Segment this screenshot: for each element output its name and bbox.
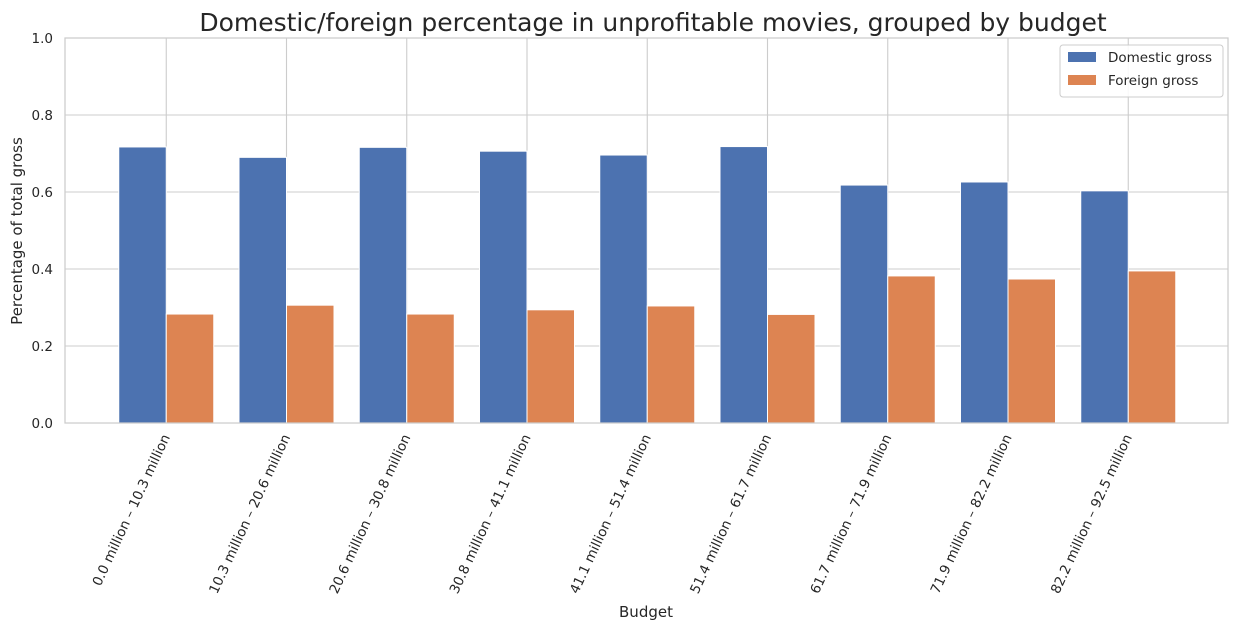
bar-foreign bbox=[526, 309, 575, 424]
bar-foreign bbox=[887, 275, 936, 424]
bar-foreign bbox=[646, 305, 696, 424]
bars bbox=[118, 146, 1177, 424]
bar-domestic bbox=[118, 146, 167, 424]
bar-domestic bbox=[960, 181, 1009, 424]
x-axis-label: Budget bbox=[619, 603, 673, 621]
legend-frame bbox=[1059, 44, 1224, 98]
x-tick-label: 61.7 million – 71.9 million bbox=[807, 432, 895, 596]
bar-domestic bbox=[238, 156, 287, 424]
plot-frame bbox=[64, 37, 1229, 424]
x-tick-label: 51.4 million – 61.7 million bbox=[687, 432, 775, 596]
legend-swatch-domestic bbox=[1068, 52, 1096, 62]
bar-domestic bbox=[358, 146, 408, 424]
legend-label-foreign: Foreign gross bbox=[1108, 73, 1198, 89]
chart-title: Domestic/foreign percentage in unprofita… bbox=[199, 8, 1107, 37]
bar-foreign bbox=[1127, 270, 1177, 424]
x-tick-label: 0.0 million – 10.3 million bbox=[89, 432, 173, 589]
x-axis: 0.0 million – 10.3 million 10.3 million –… bbox=[89, 432, 1135, 596]
y-tick-label: 0.4 bbox=[32, 262, 53, 278]
x-tick-label: 82.2 million – 92.5 million bbox=[1048, 432, 1136, 596]
y-axis-label: Percentage of total gross bbox=[8, 137, 26, 325]
legend-swatch-foreign bbox=[1068, 75, 1096, 85]
y-tick-label: 0.6 bbox=[32, 185, 53, 201]
y-tick-label: 1.0 bbox=[32, 31, 53, 47]
bar-foreign bbox=[767, 313, 816, 424]
x-tick-label: 20.6 million – 30.8 million bbox=[326, 432, 414, 596]
legend-label-domestic: Domestic gross bbox=[1108, 50, 1212, 66]
x-tick-label: 10.3 million – 20.6 million bbox=[206, 432, 294, 596]
y-tick-label: 0.8 bbox=[32, 108, 53, 124]
y-tick-label: 0.0 bbox=[32, 416, 53, 432]
bar-domestic bbox=[599, 154, 648, 424]
y-axis: 0.0 0.2 0.4 0.6 0.8 1.0 bbox=[32, 31, 53, 432]
bar-domestic bbox=[839, 184, 889, 424]
bar-domestic bbox=[479, 150, 528, 424]
bar-foreign bbox=[165, 313, 215, 424]
legend: Domestic gross Foreign gross bbox=[1059, 44, 1224, 98]
bar-domestic bbox=[719, 146, 768, 424]
x-tick-label: 71.9 million – 82.2 million bbox=[928, 432, 1016, 596]
bar-foreign bbox=[1007, 278, 1056, 424]
bar-foreign bbox=[406, 313, 455, 424]
bar-foreign bbox=[286, 304, 335, 424]
x-tick-label: 41.1 million – 51.4 million bbox=[567, 432, 655, 596]
bar-domestic bbox=[1080, 190, 1129, 424]
x-tick-label: 30.8 million – 41.1 million bbox=[447, 432, 535, 596]
y-tick-label: 0.2 bbox=[32, 339, 53, 355]
